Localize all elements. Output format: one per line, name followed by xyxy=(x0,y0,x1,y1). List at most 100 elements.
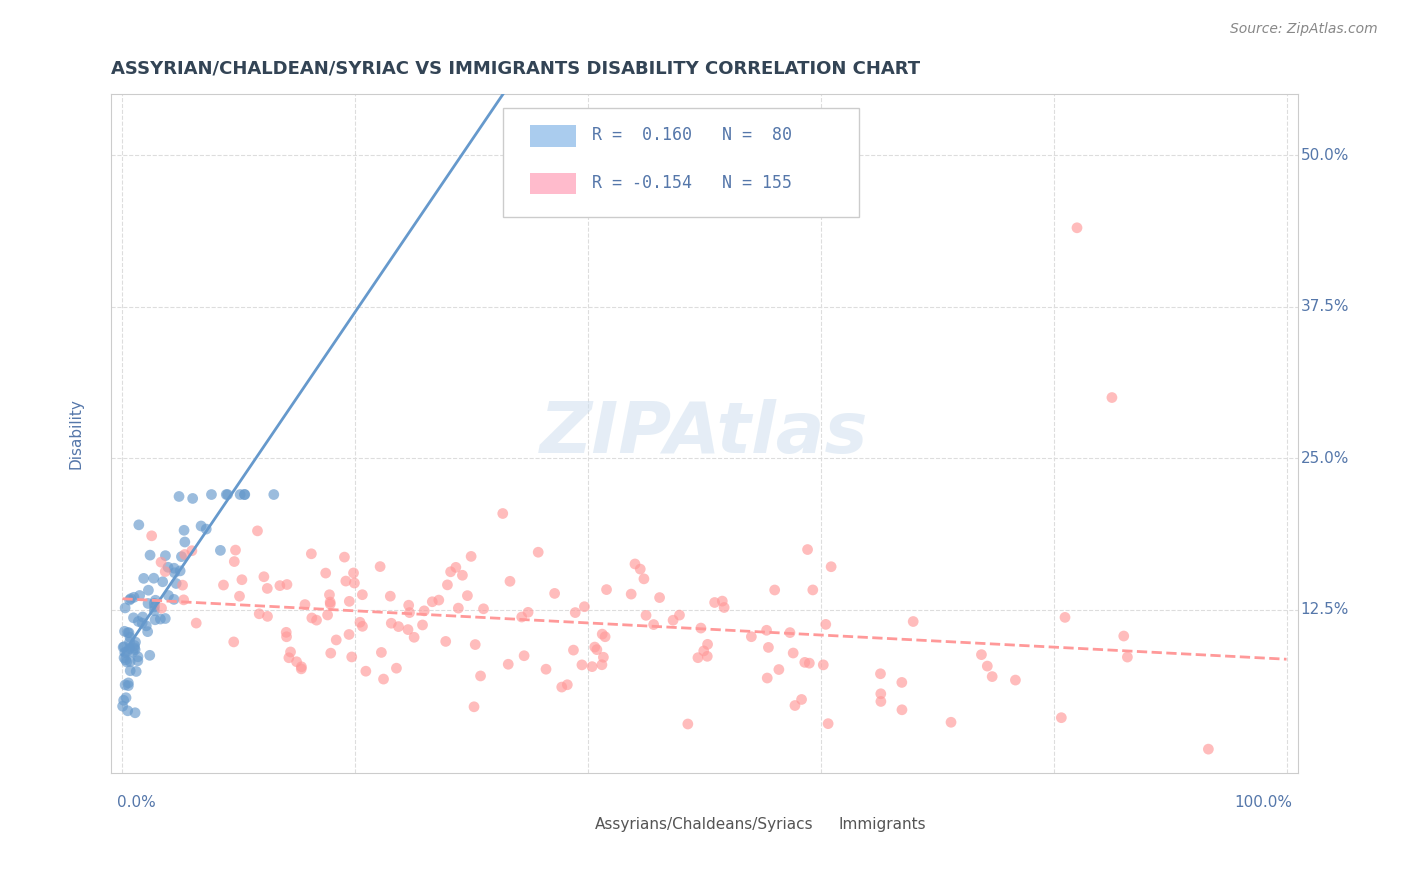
Point xyxy=(247,607,270,621)
Text: Immigrants: Immigrants xyxy=(839,817,927,832)
Point xyxy=(233,487,256,501)
Point xyxy=(315,566,337,580)
Point xyxy=(150,601,173,615)
Point xyxy=(413,604,436,618)
Point xyxy=(115,644,138,658)
Point xyxy=(173,523,195,537)
Point xyxy=(352,619,374,633)
Point xyxy=(564,606,586,620)
Point xyxy=(256,609,278,624)
Point xyxy=(200,487,222,501)
Point xyxy=(135,619,157,633)
Point xyxy=(396,623,419,637)
Point xyxy=(1053,610,1076,624)
Text: ZIPAtlas: ZIPAtlas xyxy=(540,400,869,468)
Point xyxy=(118,593,141,607)
Point xyxy=(118,641,141,656)
Point xyxy=(263,487,285,501)
Point xyxy=(820,559,842,574)
Point xyxy=(696,649,718,664)
Point xyxy=(253,570,276,584)
Point xyxy=(117,679,139,693)
Point xyxy=(333,550,356,565)
Point xyxy=(385,661,408,675)
Point xyxy=(463,699,485,714)
Point xyxy=(696,637,718,651)
Point xyxy=(342,566,364,580)
Point xyxy=(380,616,402,631)
Point xyxy=(143,604,166,618)
Point xyxy=(354,664,377,678)
Text: 37.5%: 37.5% xyxy=(1301,299,1348,314)
Point xyxy=(280,645,302,659)
Point xyxy=(543,586,565,600)
Point xyxy=(513,648,536,663)
Text: Disability: Disability xyxy=(69,399,83,469)
Point xyxy=(370,645,392,659)
Point xyxy=(398,606,420,620)
Point xyxy=(276,630,298,644)
Point xyxy=(801,582,824,597)
Point xyxy=(981,670,1004,684)
Point xyxy=(343,576,366,591)
Point xyxy=(779,625,801,640)
Point xyxy=(319,595,342,609)
Point xyxy=(195,522,218,536)
Point xyxy=(127,615,149,629)
Point xyxy=(269,579,291,593)
Point xyxy=(447,601,470,615)
Point xyxy=(246,524,269,538)
Point xyxy=(668,608,690,623)
Point xyxy=(152,574,174,589)
Point xyxy=(114,646,136,660)
Point xyxy=(335,574,357,588)
Point xyxy=(115,655,138,669)
Point xyxy=(276,577,298,591)
Text: Source: ZipAtlas.com: Source: ZipAtlas.com xyxy=(1230,22,1378,37)
Point xyxy=(756,671,779,685)
Point xyxy=(122,591,145,605)
Point xyxy=(648,591,671,605)
Point xyxy=(155,611,177,625)
Point xyxy=(127,654,149,668)
Point xyxy=(901,615,924,629)
Point xyxy=(1197,742,1219,756)
Point xyxy=(316,607,339,622)
Point xyxy=(117,676,139,690)
Point xyxy=(224,543,246,558)
Point xyxy=(122,611,145,625)
Point xyxy=(456,589,478,603)
Point xyxy=(451,568,474,582)
Point xyxy=(783,698,806,713)
Point xyxy=(492,507,515,521)
Text: 50.0%: 50.0% xyxy=(1301,147,1348,162)
Point xyxy=(464,638,486,652)
Point xyxy=(368,559,391,574)
Point xyxy=(112,650,135,665)
Text: ASSYRIAN/CHALDEAN/SYRIAC VS IMMIGRANTS DISABILITY CORRELATION CHART: ASSYRIAN/CHALDEAN/SYRIAC VS IMMIGRANTS D… xyxy=(111,60,920,78)
Point xyxy=(628,562,651,576)
FancyBboxPatch shape xyxy=(800,815,834,838)
Point xyxy=(595,582,617,597)
Point xyxy=(496,657,519,672)
Point xyxy=(228,589,250,603)
Point xyxy=(115,690,138,705)
Point xyxy=(114,624,136,639)
Point xyxy=(111,699,134,714)
Point xyxy=(444,560,467,574)
Point xyxy=(301,611,323,625)
Text: 0.0%: 0.0% xyxy=(117,795,155,810)
Point xyxy=(1112,629,1135,643)
Point xyxy=(118,635,141,649)
Point xyxy=(813,657,835,672)
Point xyxy=(180,543,202,558)
Point xyxy=(143,613,166,627)
Point xyxy=(294,598,316,612)
Point xyxy=(118,625,141,640)
Point xyxy=(593,630,616,644)
Point xyxy=(534,662,557,676)
Point xyxy=(571,657,593,672)
Point xyxy=(686,650,709,665)
Point xyxy=(624,557,647,571)
Point xyxy=(319,646,342,660)
